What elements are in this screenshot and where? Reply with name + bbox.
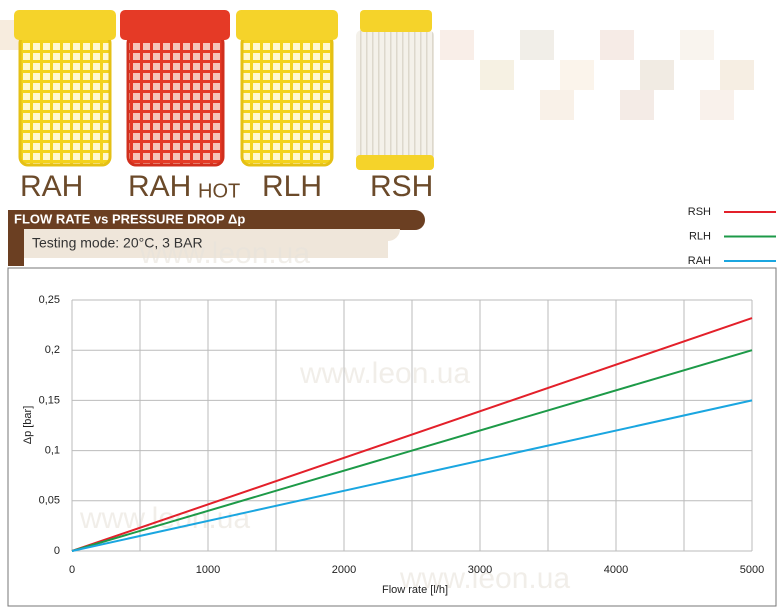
- background-tiles: [0, 20, 754, 120]
- y-tick-label: 0: [54, 545, 60, 557]
- product-label: RAH: [128, 170, 191, 203]
- banner-title: FLOW RATE vs PRESSURE DROP Δp: [14, 211, 245, 226]
- x-tick-label: 2000: [332, 564, 356, 576]
- series-line: [71, 399, 753, 552]
- series-line: [71, 349, 753, 552]
- product-labels: RAH RAH HOT RLH RSH: [20, 170, 433, 203]
- watermark: www.leon.ua: [139, 237, 310, 270]
- watermark: www.leon.ua: [399, 562, 570, 595]
- y-tick-label: 0,15: [39, 394, 60, 406]
- legend-label: RAH: [688, 255, 711, 267]
- watermarks: www.leon.ua www.leon.ua www.leon.ua www.…: [79, 237, 570, 595]
- product-label: RAH: [20, 170, 83, 203]
- y-tick-label: 0,2: [45, 344, 60, 356]
- product-note: HOT: [198, 180, 240, 202]
- testing-mode: Testing mode: 20°C, 3 BAR: [32, 235, 203, 251]
- filter-images: [14, 10, 434, 170]
- product-label: RLH: [262, 170, 322, 203]
- banner: FLOW RATE vs PRESSURE DROP Δp Testing mo…: [8, 210, 425, 266]
- x-tick-label: 3000: [468, 564, 492, 576]
- x-axis-label: Flow rate [l/h]: [382, 584, 448, 596]
- watermark: www.leon.ua: [299, 357, 470, 390]
- series-line: [71, 317, 753, 552]
- chart-frame: [7, 267, 777, 607]
- y-axis-label: Δp [bar]: [22, 406, 34, 445]
- y-tick-label: 0,25: [39, 294, 60, 306]
- x-tick-label: 4000: [604, 564, 628, 576]
- y-tick-label: 0,05: [39, 495, 60, 507]
- x-tick-label: 0: [69, 564, 75, 576]
- y-tick-label: 0,1: [45, 445, 60, 457]
- x-tick-label: 1000: [196, 564, 220, 576]
- product-label: RSH: [370, 170, 433, 203]
- legend-label: RLH: [689, 230, 711, 242]
- x-tick-label: 5000: [740, 564, 764, 576]
- legend-label: RSH: [688, 206, 711, 218]
